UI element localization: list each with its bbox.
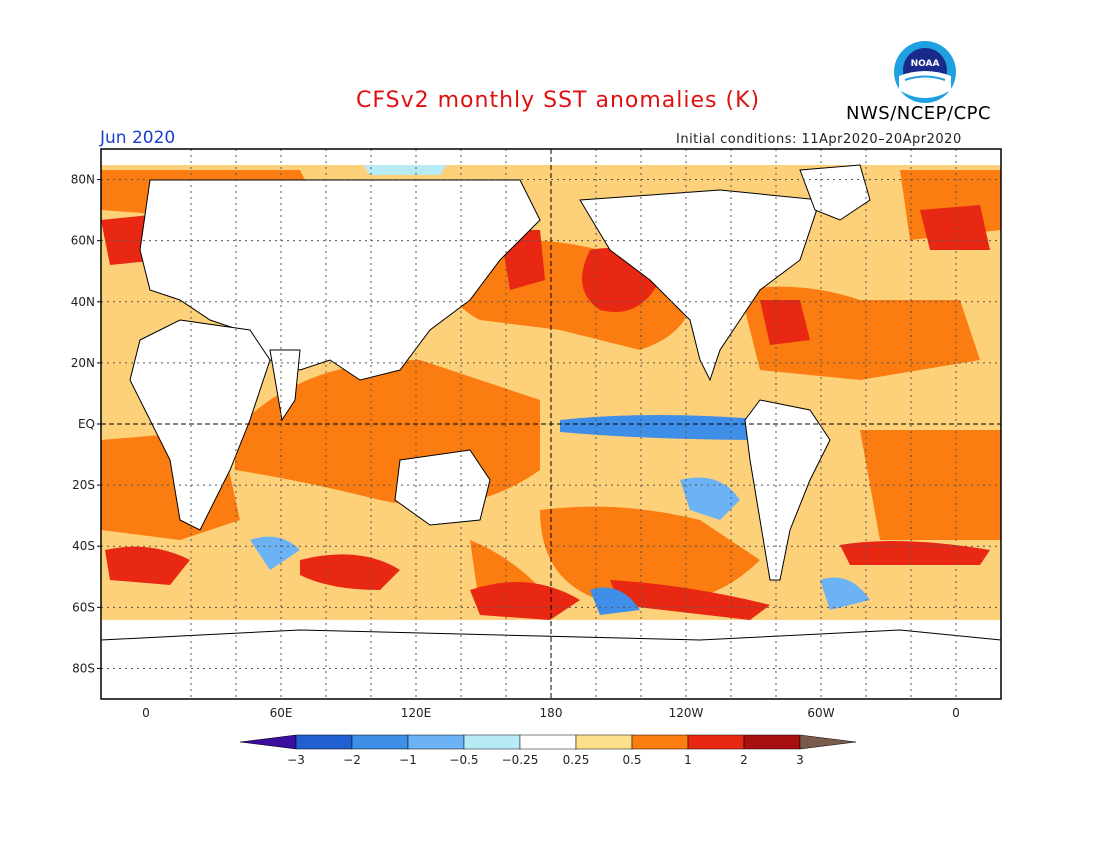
colorbar-segment: [295, 734, 353, 750]
colorbar-tick-label: 2: [740, 753, 748, 767]
map-grid: [101, 149, 1001, 699]
colorbar-tick-label: 0.25: [563, 753, 590, 767]
colorbar-segment: [351, 734, 409, 750]
colorbar-tick-label: −0.5: [449, 753, 478, 767]
colorbar-min-triangle: [239, 734, 297, 750]
colorbar-segment: [687, 734, 745, 750]
latitude-tick-label: 60N: [71, 234, 95, 248]
latitude-tick-label: 20N: [71, 356, 95, 370]
longitude-tick-label: 0: [142, 706, 150, 720]
colorbar-tick-label: 1: [684, 753, 692, 767]
colorbar-segment: [519, 734, 577, 750]
colorbar-segment: [463, 734, 521, 750]
colorbar: −3 −2 −1 −0.5 −0.25 0.25 0.5 1 2 3: [239, 734, 857, 767]
latitude-tick-label: 80N: [71, 173, 95, 187]
colorbar-segment: [407, 734, 465, 750]
latitude-labels: 80N 60N 40N 20N EQ 20S 40S 60S 80S: [71, 173, 101, 675]
colorbar-max-triangle: [799, 734, 857, 750]
colorbar-segment: [575, 734, 633, 750]
noaa-logo: NOAA: [894, 41, 956, 103]
latitude-tick-label: 60S: [72, 600, 95, 614]
longitude-tick-label: 120W: [669, 706, 704, 720]
latitude-tick-label: EQ: [78, 417, 95, 431]
longitude-tick-label: 60E: [270, 706, 293, 720]
longitude-tick-label: 120E: [401, 706, 432, 720]
colorbar-tick-label: −3: [287, 753, 305, 767]
colorbar-tick-label: 3: [796, 753, 804, 767]
colorbar-tick-label: 0.5: [622, 753, 641, 767]
initial-conditions: Initial conditions: 11Apr2020–20Apr2020: [676, 132, 962, 147]
colorbar-tick-label: −2: [343, 753, 361, 767]
colorbar-segment: [631, 734, 689, 750]
colorbar-segment: [743, 734, 801, 750]
colorbar-tick-label: −1: [399, 753, 417, 767]
latitude-tick-label: 40S: [72, 539, 95, 553]
longitude-tick-label: 180: [540, 706, 563, 720]
longitude-labels: 0 60E 120E 180 120W 60W 0: [142, 706, 960, 720]
longitude-tick-label: 0: [952, 706, 960, 720]
chart-title: CFSv2 monthly SST anomalies (K): [356, 88, 761, 113]
latitude-tick-label: 40N: [71, 295, 95, 309]
colorbar-tick-label: −0.25: [502, 753, 539, 767]
agency-label: NWS/NCEP/CPC: [846, 103, 992, 124]
latitude-tick-label: 20S: [72, 478, 95, 492]
latitude-tick-label: 80S: [72, 661, 95, 675]
longitude-tick-label: 60W: [807, 706, 834, 720]
svg-text:NOAA: NOAA: [911, 59, 940, 69]
forecast-month: Jun 2020: [100, 128, 176, 148]
